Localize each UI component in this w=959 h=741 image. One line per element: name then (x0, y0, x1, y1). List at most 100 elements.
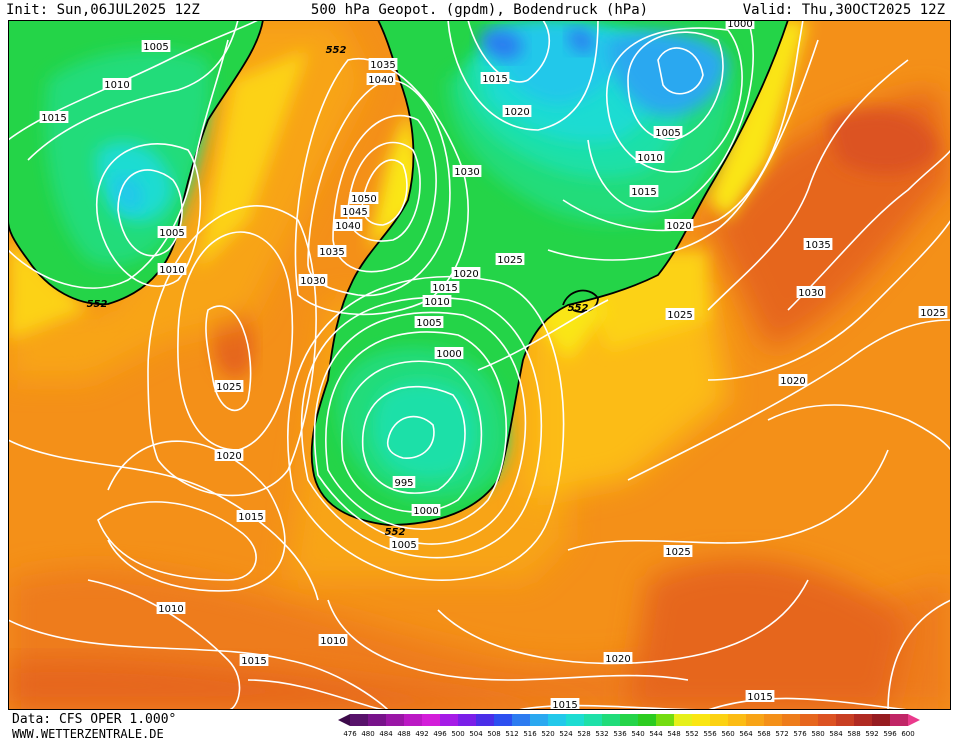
legend-tick-label: 512 (505, 730, 518, 738)
legend-swatch (836, 714, 854, 726)
legend-swatch (764, 714, 782, 726)
isobar-label: 1015 (745, 690, 775, 703)
isobar-label: 1020 (451, 267, 481, 280)
legend-tick-label: 524 (559, 730, 573, 738)
svg-text:1025: 1025 (216, 382, 241, 393)
legend-swatch (350, 714, 368, 726)
legend-swatch (854, 714, 872, 726)
svg-text:1030: 1030 (454, 167, 479, 178)
legend-tick-label: 528 (577, 730, 590, 738)
svg-text:1025: 1025 (497, 255, 522, 266)
map-header: Init: Sun,06JUL2025 12Z 500 hPa Geopot. … (0, 0, 959, 20)
geopotential-field (8, 20, 951, 710)
svg-text:1010: 1010 (637, 153, 662, 164)
svg-text:1020: 1020 (216, 451, 241, 462)
legend-swatch (782, 714, 800, 726)
svg-text:1010: 1010 (159, 265, 184, 276)
legend-tick-label: 536 (613, 730, 627, 738)
svg-text:552: 552 (568, 303, 589, 314)
svg-text:1015: 1015 (241, 656, 266, 667)
isobar-label: 1010 (102, 78, 132, 91)
isobar-label: 1025 (214, 380, 244, 393)
isobar-label: 1020 (603, 652, 633, 665)
legend-tick-label: 600 (901, 730, 914, 738)
legend-swatch (746, 714, 764, 726)
svg-text:1040: 1040 (335, 221, 360, 232)
legend-tick-label: 496 (433, 730, 447, 738)
isobar-label: 1025 (918, 306, 948, 319)
svg-text:1020: 1020 (666, 221, 691, 232)
isobar-label: 1035 (317, 245, 347, 258)
isobar-label: 1040 (366, 73, 396, 86)
legend-swatch (458, 714, 476, 726)
svg-text:1005: 1005 (391, 540, 416, 551)
weather-map[interactable]: 552 552 552 552 1005 1010 1015 1005 1010 1035 104… (8, 20, 951, 710)
svg-text:1020: 1020 (504, 107, 529, 118)
isobar-label: 1010 (635, 151, 665, 164)
legend-tick-label: 500 (451, 730, 464, 738)
geopotential-label: 552 (385, 527, 406, 538)
legend-tick-label: 532 (595, 730, 608, 738)
isobar-label: 1020 (214, 449, 244, 462)
isobar-labels: 1005 1010 1015 1005 1010 1035 1040 1030 1050 1045… (39, 20, 948, 710)
legend-arrow-low (338, 714, 350, 726)
legend-tick-label: 516 (523, 730, 537, 738)
legend-tick-label: 572 (775, 730, 788, 738)
svg-text:1005: 1005 (159, 228, 184, 239)
svg-text:1000: 1000 (413, 506, 438, 517)
geopotential-label: 552 (87, 299, 108, 310)
isobar-label: 1010 (157, 263, 187, 276)
legend-swatch (818, 714, 836, 726)
legend-swatch (404, 714, 422, 726)
svg-text:1025: 1025 (920, 308, 945, 319)
color-legend: 476 480 484 488 492 496 500 504 508 512 516 520 524 5… (338, 714, 920, 738)
isobar-label: 995 (392, 476, 416, 489)
isobar-label: 1020 (502, 105, 532, 118)
legend-swatch (584, 714, 602, 726)
isobar-label: 1020 (664, 219, 694, 232)
isobar-label: 1015 (480, 72, 510, 85)
legend-tick-label: 492 (415, 730, 428, 738)
geopotential-label: 552 (326, 45, 347, 56)
legend-swatch (530, 714, 548, 726)
isobar-label: 1005 (157, 226, 187, 239)
legend-tick-label: 560 (721, 730, 734, 738)
svg-text:1010: 1010 (320, 636, 345, 647)
svg-text:1030: 1030 (300, 276, 325, 287)
svg-text:1010: 1010 (104, 80, 129, 91)
legend-swatch (566, 714, 584, 726)
svg-text:1000: 1000 (436, 349, 461, 360)
legend-tick-label: 548 (667, 730, 680, 738)
legend-tick-label: 552 (685, 730, 698, 738)
map-frame (8, 20, 951, 710)
isobar-label: 1030 (298, 274, 328, 287)
legend-tick-label: 580 (811, 730, 824, 738)
geopotential-labels: 552 552 552 552 (87, 45, 589, 538)
legend-swatch (440, 714, 458, 726)
data-source-label: Data: CFS OPER 1.000° (12, 712, 177, 727)
svg-text:1025: 1025 (667, 310, 692, 321)
isobar-label: 1015 (236, 510, 266, 523)
isobar-label: 1020 (778, 374, 808, 387)
legend-tick-label: 504 (469, 730, 483, 738)
svg-text:1035: 1035 (319, 247, 344, 258)
svg-text:552: 552 (326, 45, 347, 56)
website-label: WWW.WETTERZENTRALE.DE (12, 727, 164, 741)
isobar-label: 1010 (422, 295, 452, 308)
legend-tick-label: 508 (487, 730, 500, 738)
isobar-label: 1030 (796, 286, 826, 299)
legend-arrow-high (908, 714, 920, 726)
svg-text:1005: 1005 (655, 128, 680, 139)
isobar-label: 1005 (653, 126, 683, 139)
legend-swatch (692, 714, 710, 726)
legend-swatch (656, 714, 674, 726)
isobar-label: 1015 (430, 281, 460, 294)
isobar-label: 1035 (803, 238, 833, 251)
legend-swatch (728, 714, 746, 726)
svg-text:1020: 1020 (453, 269, 478, 280)
isobar-label: 1025 (665, 308, 695, 321)
legend-tick-label: 576 (793, 730, 807, 738)
svg-text:1035: 1035 (370, 60, 395, 71)
init-time-label: Init: Sun,06JUL2025 12Z (6, 2, 200, 18)
legend-swatch (710, 714, 728, 726)
